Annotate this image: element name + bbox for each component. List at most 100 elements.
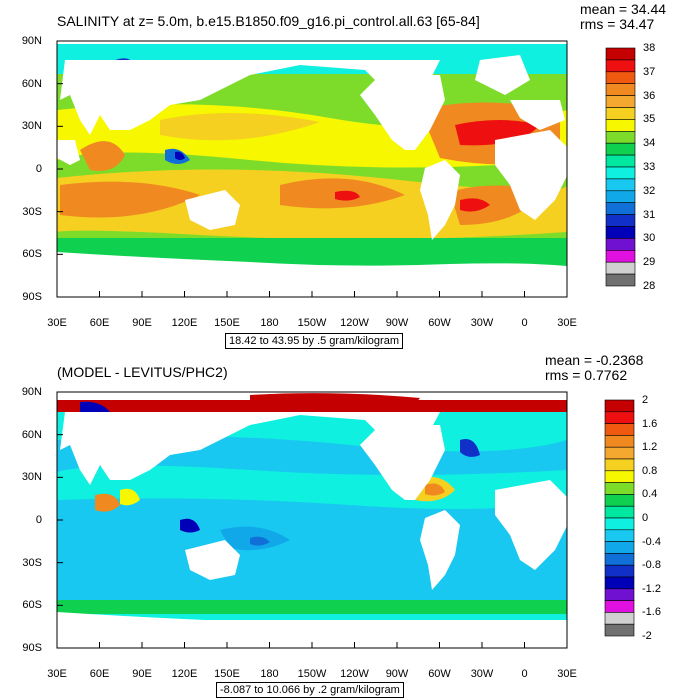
colorbar-swatch: [605, 250, 636, 263]
colorbar-swatch: [604, 458, 635, 472]
colorbar-swatch: [604, 564, 635, 578]
y-tick-label: 60S: [22, 599, 42, 612]
axis-ticks: [56, 40, 568, 649]
y-tick-label: 0: [35, 163, 42, 175]
colorbar-label: 33: [643, 161, 656, 173]
colorbar-swatch: [604, 517, 635, 531]
colorbar-swatch: [604, 529, 635, 542]
x-tick-label: 0: [521, 317, 528, 329]
x-tick-label: 90W: [385, 317, 409, 329]
colorbar-label: 28: [643, 280, 656, 292]
colorbar-swatch: [605, 131, 636, 144]
salinity-field: [57, 41, 567, 297]
x-tick-label: 60E: [89, 668, 110, 680]
colorbar-swatch: [604, 423, 635, 436]
y-tick-label: 90S: [22, 642, 42, 654]
x-tick-label: 30W: [470, 668, 494, 680]
colorbars: [604, 47, 636, 637]
colorbar-label: -1.6: [642, 606, 661, 619]
colorbar-swatch: [605, 214, 636, 227]
mean-label: mean = -0.2368: [545, 352, 644, 368]
y-tick-label: 30S: [22, 556, 42, 569]
colorbar-label: 38: [643, 42, 656, 54]
colorbar-label: 1.6: [642, 417, 658, 430]
x-tick-label: 120E: [171, 317, 198, 329]
colorbar-swatch: [604, 600, 635, 613]
colorbar-swatch: [605, 190, 636, 204]
colorbar-swatch: [605, 71, 636, 85]
x-tick-label: 150W: [297, 668, 327, 680]
y-tick-label: 90N: [21, 35, 42, 47]
x-tick-label: 30E: [47, 668, 67, 680]
x-tick-label: 60E: [89, 317, 110, 329]
x-tick-label: 90E: [132, 317, 152, 329]
colorbar-swatch: [604, 588, 635, 601]
colorbar-swatch: [605, 107, 636, 120]
colorbar-label: 36: [643, 89, 656, 102]
rms-label: rms = 0.7762: [545, 367, 628, 383]
x-tick-label: 180: [260, 317, 279, 329]
y-tick-label: 30N: [21, 471, 42, 484]
x-tick-label: 150E: [214, 317, 240, 329]
colorbar-label: 30: [643, 232, 656, 245]
colorbar-swatch: [605, 166, 636, 180]
colorbar-label: -2: [642, 630, 652, 642]
colorbar-swatch: [604, 446, 635, 460]
colorbar-label: 35: [643, 113, 656, 126]
colorbar-swatch: [604, 435, 635, 448]
x-tick-label: 150E: [214, 668, 240, 680]
colorbar-swatch: [604, 470, 635, 483]
x-tick-label: 90W: [385, 668, 409, 680]
colorbar-swatch: [604, 482, 635, 495]
colorbar-swatch: [605, 273, 636, 287]
y-tick-label: 60N: [21, 428, 42, 441]
x-tick-label: 120W: [340, 668, 369, 680]
colorbar-label: 1.2: [642, 441, 658, 454]
colorbar-swatch: [604, 399, 635, 413]
colorbar-swatch: [605, 238, 636, 251]
colorbar-swatch: [605, 154, 636, 168]
colorbar-label: 2: [642, 394, 649, 406]
colorbar-swatch: [605, 261, 636, 275]
colorbar-label: -1.2: [642, 582, 661, 595]
colorbar-swatch: [605, 95, 636, 108]
colorbar-swatch: [605, 142, 636, 156]
x-tick-label: 60W: [428, 317, 451, 329]
colorbar-swatch: [605, 59, 636, 73]
y-tick-label: 30N: [21, 120, 42, 133]
range-note: -8.087 to 10.066 by .2 gram/kilogram: [216, 682, 404, 698]
colorbar-swatch: [604, 553, 635, 566]
colorbar-swatch: [604, 411, 635, 424]
colorbar-label: 0: [642, 512, 649, 524]
x-tick-label: 120W: [340, 317, 369, 329]
colorbar-swatch: [604, 576, 635, 590]
colorbar-label: 31: [643, 208, 656, 221]
colorbar-swatch: [604, 612, 635, 625]
x-tick-label: 30W: [470, 317, 494, 329]
difference-field: [57, 392, 567, 648]
x-tick-label: 0: [521, 668, 528, 680]
colorbar-swatch: [604, 623, 635, 637]
x-tick-label: 150W: [297, 317, 327, 329]
x-tick-label: 30E: [557, 317, 577, 329]
y-tick-label: 90S: [22, 291, 42, 303]
colorbar-label: 37: [643, 65, 656, 78]
y-tick-label: 60S: [22, 248, 42, 261]
colorbar-swatch: [605, 119, 636, 132]
map-title: SALINITY at z= 5.0m, b.e15.B1850.f09_g16…: [57, 13, 480, 29]
x-tick-label: 120E: [171, 668, 198, 680]
map-title: (MODEL - LEVITUS/PHC2): [57, 364, 228, 380]
x-tick-label: 90E: [132, 668, 152, 680]
x-tick-label: 60W: [428, 668, 451, 680]
x-tick-label: 30E: [557, 668, 577, 680]
colorbar-swatch: [605, 47, 636, 61]
colorbar-swatch: [604, 494, 635, 507]
colorbar-label: 0.8: [642, 464, 658, 477]
colorbar-label: 32: [643, 184, 656, 197]
colorbar-swatch: [604, 505, 635, 519]
y-tick-label: 30S: [22, 205, 42, 218]
colorbar-swatch: [605, 178, 636, 192]
colorbar-swatch: [604, 541, 635, 554]
colorbar-label: 0.4: [642, 488, 658, 501]
